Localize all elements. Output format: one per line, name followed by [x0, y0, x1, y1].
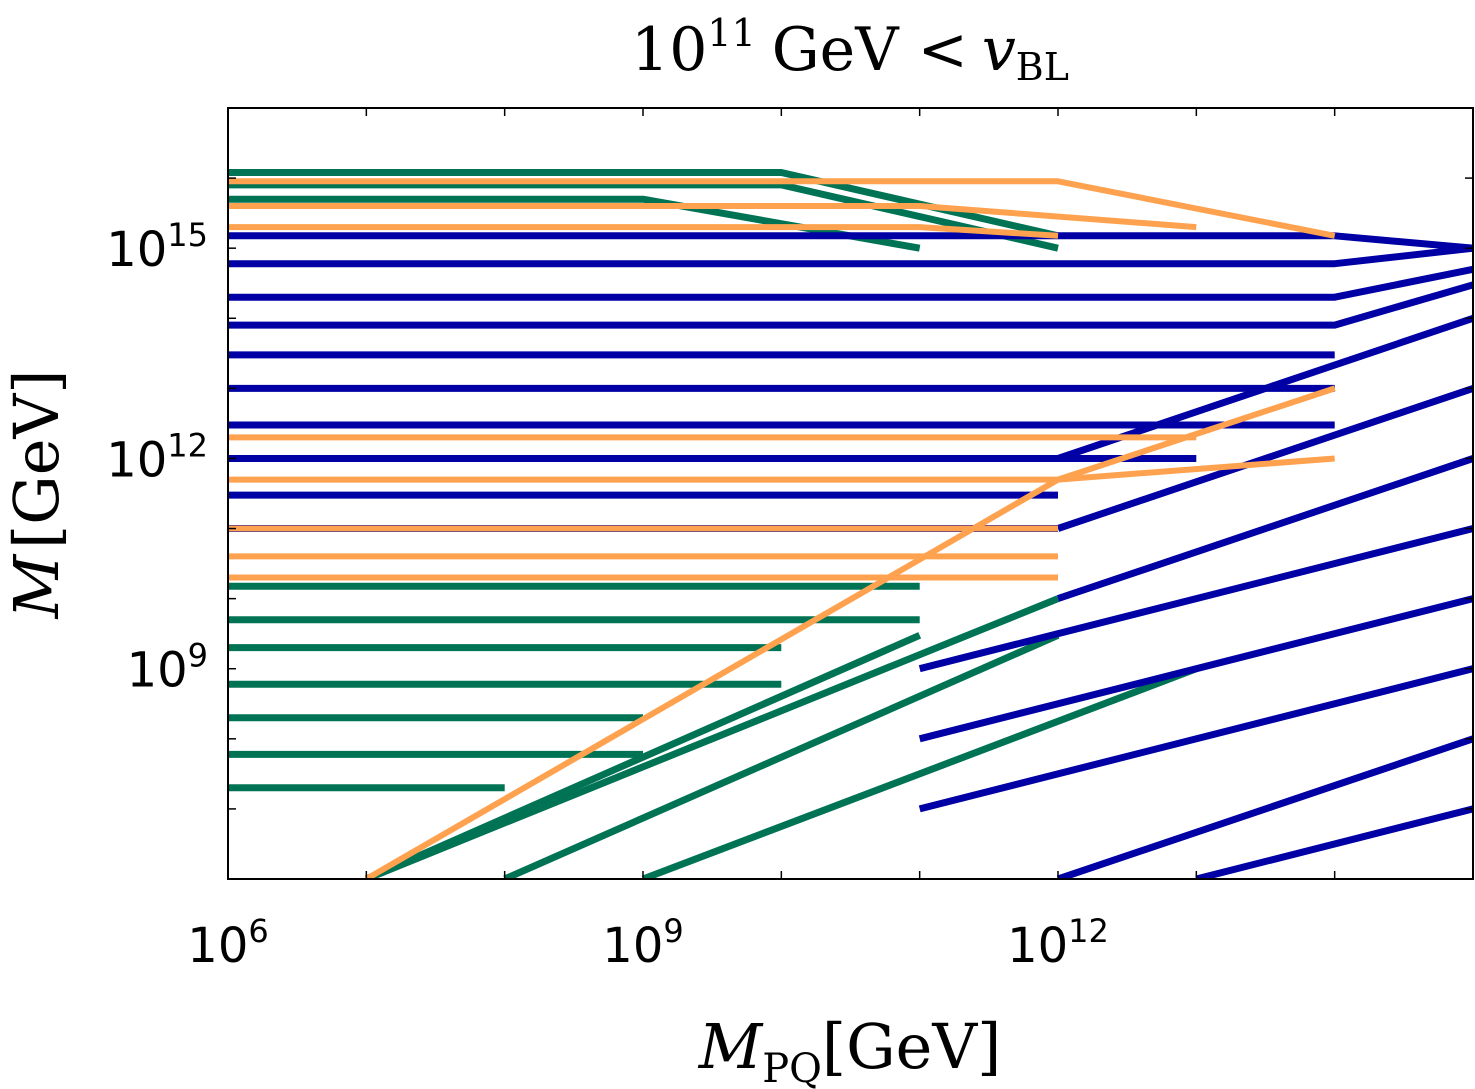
blue-line-11 [1056, 385, 1473, 532]
series-green [228, 169, 1198, 879]
y-tick-label: 1012 [106, 426, 208, 488]
axis-ticks [227, 107, 1474, 880]
blue-line-0 [228, 232, 1473, 252]
orange-line-2 [228, 224, 1059, 239]
title-var: v [982, 15, 1016, 85]
blue-line-12 [1056, 455, 1473, 602]
blue-line-17 [1195, 805, 1473, 879]
ylabel-unit: [GeV] [0, 370, 73, 549]
series-blue [228, 232, 1473, 879]
blue-line-1 [228, 244, 1473, 268]
x-tick-label: 109 [602, 912, 683, 974]
blue-line-16 [1056, 735, 1473, 879]
chart-title: 1011 GeV < vBL [631, 11, 1069, 89]
orange-line-0 [228, 178, 1336, 239]
orange-line-1 [228, 203, 1197, 231]
tick-labels: 106 109 1012 109 1012 1015 [106, 216, 1109, 974]
green-line-0 [228, 169, 1059, 240]
blue-line-2 [228, 265, 1473, 301]
orange-line-8 [364, 385, 1336, 879]
green-line-11 [364, 595, 1060, 879]
xlabel-unit: [GeV] [822, 1010, 1001, 1083]
y-tick-label: 109 [127, 637, 208, 699]
x-tick-label: 106 [187, 912, 268, 974]
blue-line-15 [918, 665, 1473, 813]
x-tick-label: 1012 [1007, 912, 1109, 974]
y-axis-label: M[GeV] [0, 370, 73, 620]
plot-frame [227, 107, 1474, 880]
xlabel-var: M [698, 1010, 764, 1083]
green-line-12 [503, 632, 1060, 879]
x-axis-label: MPQ[GeV] [698, 1010, 1002, 1089]
blue-line-13 [918, 525, 1473, 673]
y-tick-label: 1015 [106, 216, 208, 278]
blue-line-14 [918, 595, 1473, 743]
blue-line-3 [228, 281, 1473, 329]
xlabel-sub: PQ [762, 1046, 822, 1089]
title-base: 10 [631, 15, 707, 85]
series-orange [228, 178, 1336, 879]
green-line-2 [228, 195, 921, 252]
title-sub: BL [1016, 45, 1069, 89]
green-line-13 [641, 665, 1198, 879]
title-mid: GeV < [772, 15, 968, 85]
plot-area [228, 169, 1473, 879]
title-exp: 11 [707, 11, 755, 55]
ylabel-var: M [0, 553, 73, 619]
